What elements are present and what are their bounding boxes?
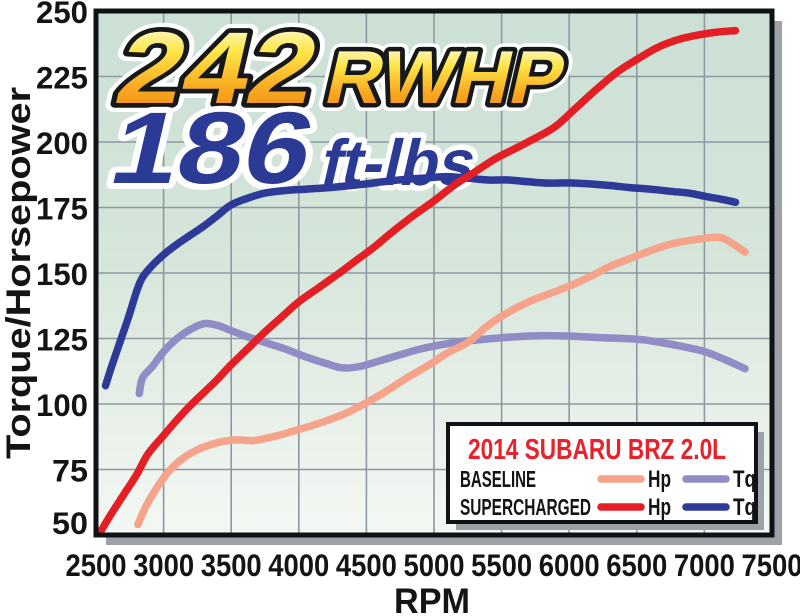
axis-tick-labels: 2500 3000 3500 4000 4500 5000 5500 6000 6500 7000… — [36, 0, 800, 583]
annotation-peak-hp: 242 242 242 RWHP RWHP RWHP — [98, 1, 582, 133]
x-tick-3500: 3500 — [201, 547, 262, 583]
y-axis-title: Torque/Horsepower — [0, 87, 38, 459]
legend: 2014 SUBARU BRZ 2.0L BASELINE Hp Tq SUPERCH… — [446, 422, 764, 530]
y-tick-50: 50 — [52, 505, 88, 541]
curve-supercharged-tq — [101, 172, 740, 390]
annotation-hp-suffix-outline-white: RWHP — [318, 36, 573, 120]
x-tick-6000: 6000 — [539, 547, 600, 583]
annotation-hp-suffix-outline-black: RWHP — [318, 36, 573, 120]
y-tick-150: 150 — [36, 256, 88, 292]
annotation-hp-suffix: RWHP — [318, 36, 573, 120]
y-tick-225: 225 — [36, 60, 88, 96]
legend-row-label-supercharged: SUPERCHARGED — [460, 494, 591, 520]
x-tick-7500: 7500 — [742, 547, 800, 583]
y-tick-75: 75 — [52, 453, 88, 489]
y-tick-175: 175 — [36, 191, 88, 227]
y-tick-125: 125 — [36, 322, 88, 358]
dyno-curves — [96, 26, 749, 535]
legend-entry-label-baseline-tq: Tq — [733, 466, 756, 493]
legend-entry-label-supercharged-tq: Tq — [733, 494, 756, 521]
annotation-hp-value-outline-black: 242 — [107, 10, 329, 124]
legend-entry-label-baseline-hp: Hp — [648, 466, 671, 493]
legend-entry-label-supercharged-hp: Hp — [648, 494, 671, 521]
x-tick-7000: 7000 — [674, 547, 735, 583]
x-tick-5000: 5000 — [404, 547, 465, 583]
y-tick-100: 100 — [36, 387, 88, 423]
legend-title: 2014 SUBARU BRZ 2.0L — [468, 434, 726, 466]
x-axis-title: RPM — [394, 582, 470, 616]
x-tick-5500: 5500 — [471, 547, 532, 583]
annotation-tq-value: 186 — [101, 90, 325, 204]
x-tick-4500: 4500 — [336, 547, 397, 583]
x-tick-6500: 6500 — [606, 547, 667, 583]
x-tick-4000: 4000 — [268, 547, 329, 583]
legend-rows: BASELINE Hp Tq SUPERCHARGED Hp Tq — [460, 466, 756, 521]
x-tick-2500: 2500 — [66, 547, 127, 583]
annotation-hp-value: 242 — [107, 10, 329, 124]
y-tick-250: 250 — [36, 0, 88, 30]
x-tick-3000: 3000 — [133, 547, 194, 583]
y-tick-200: 200 — [36, 125, 88, 161]
curve-baseline-tq — [135, 319, 749, 398]
legend-row-label-baseline: BASELINE — [460, 466, 536, 492]
curve-baseline-hp — [134, 233, 749, 529]
curve-supercharged-hp — [96, 26, 740, 535]
plot-border — [93, 8, 775, 538]
annotation-hp-value-outline-white: 242 — [107, 10, 329, 124]
